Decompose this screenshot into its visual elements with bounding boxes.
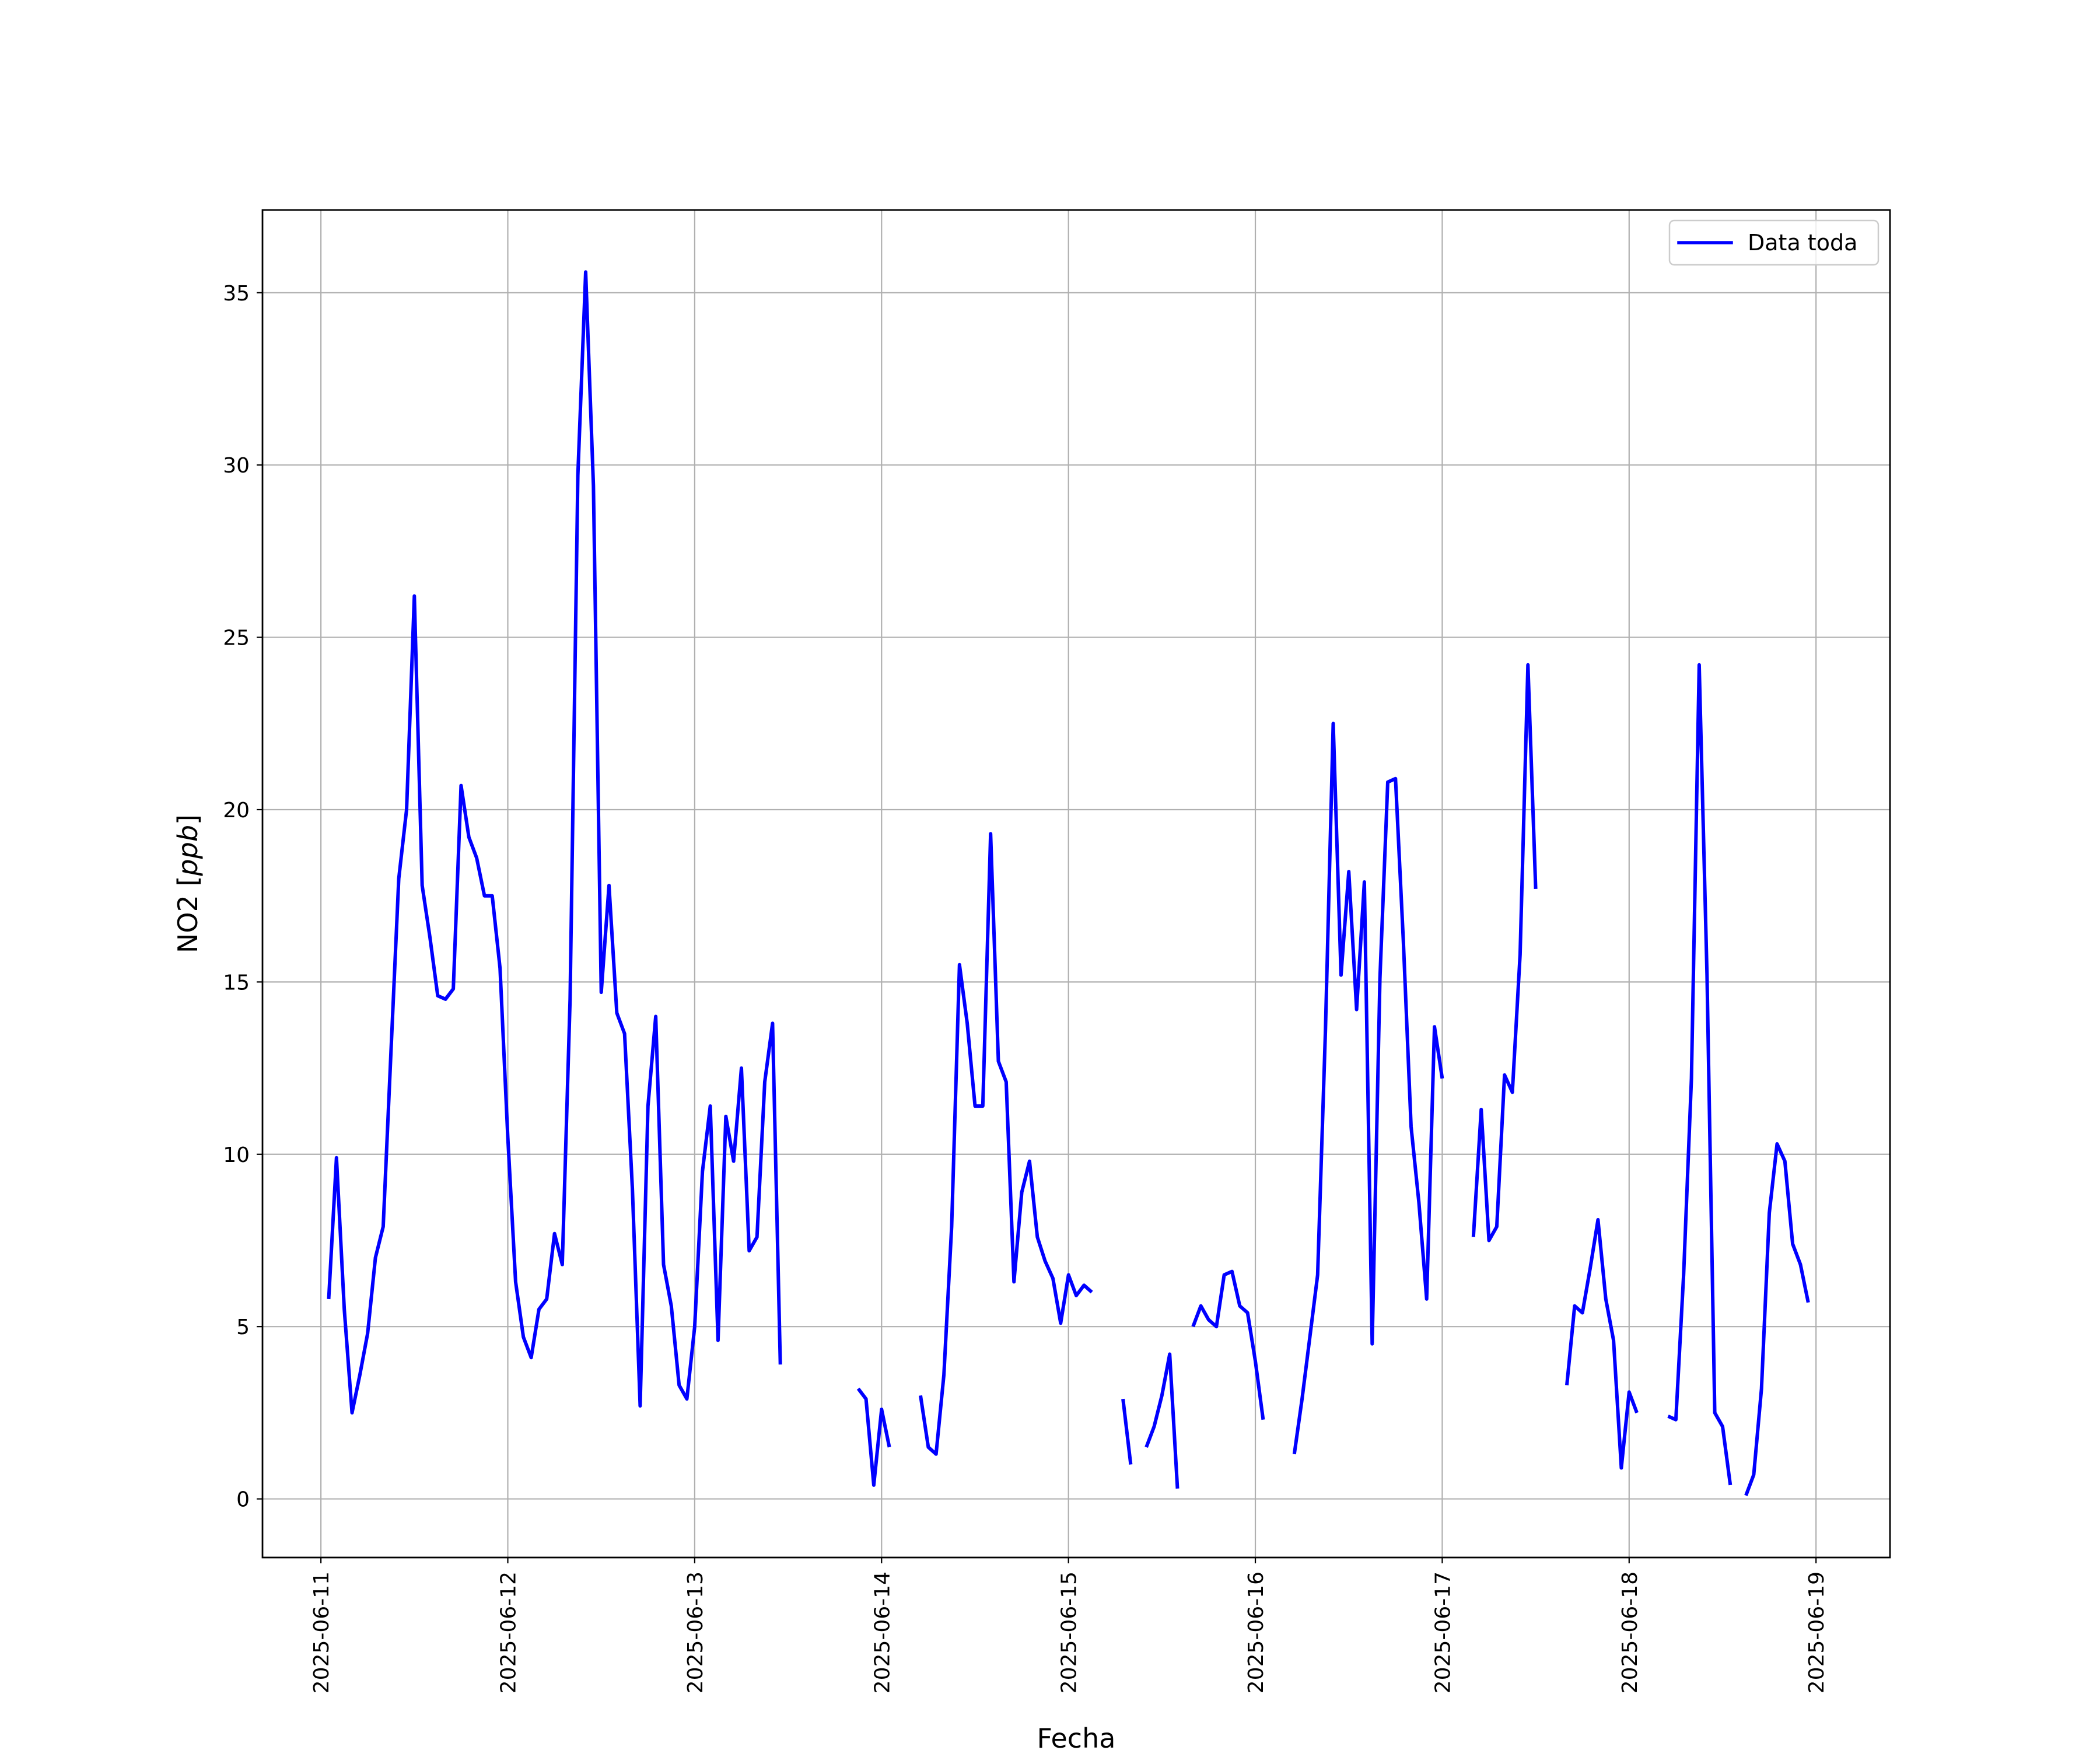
y-tick-label: 30	[223, 454, 250, 478]
series-line-segment	[1744, 1142, 1810, 1496]
plot-area-frame	[261, 209, 1891, 1559]
grid-lines	[262, 210, 1890, 1558]
x-tick-label: 2025-06-19	[1805, 1572, 1829, 1693]
series-line-segment	[856, 1387, 891, 1487]
series-line-segment	[1191, 1269, 1265, 1420]
y-axis-title-unit: ppb	[172, 825, 204, 877]
series-line-segment	[327, 270, 782, 1415]
x-tick-label: 2025-06-18	[1618, 1572, 1642, 1693]
y-tick-label: 20	[223, 799, 250, 822]
x-tick-label: 2025-06-17	[1431, 1572, 1455, 1693]
x-tick-label: 2025-06-12	[497, 1572, 521, 1693]
y-axis-title-bracket: ]	[172, 814, 204, 825]
series-line-segment	[919, 832, 1093, 1456]
series-line-segment	[1292, 722, 1444, 1455]
y-tick-label: 0	[236, 1488, 250, 1512]
series-line-segment	[1471, 663, 1538, 1242]
series-line-segment	[1565, 1218, 1639, 1470]
y-tick-label: 10	[223, 1143, 250, 1167]
x-tick-label: 2025-06-16	[1244, 1572, 1268, 1693]
x-tick-label: 2025-06-13	[684, 1572, 708, 1693]
y-tick-label: 35	[223, 282, 250, 306]
legend: Data toda	[1668, 219, 1880, 266]
y-tick-label: 15	[223, 971, 250, 995]
y-axis-title: NO2 [ppb]	[172, 814, 204, 953]
series-line-segment	[1667, 663, 1732, 1486]
series-line-segment	[1121, 1398, 1133, 1465]
axis-ticks	[257, 292, 1817, 1563]
legend-label-data-toda: Data toda	[1748, 230, 1857, 256]
x-tick-labels: 2025-06-11 2025-06-12 2025-06-13 2025-06-14…	[310, 1572, 1829, 1693]
y-tick-label: 25	[223, 626, 250, 650]
x-tick-label: 2025-06-14	[870, 1572, 894, 1693]
y-axis-title-text: NO2 [	[172, 876, 204, 953]
y-tick-labels: 0 5 10 15 20 25 30 35	[223, 282, 250, 1512]
series-line-segment	[1144, 1352, 1180, 1489]
x-tick-label: 2025-06-11	[310, 1572, 334, 1693]
x-tick-label: 2025-06-15	[1058, 1572, 1082, 1693]
series-lines	[327, 270, 1810, 1496]
x-axis-title: Fecha	[1037, 1723, 1116, 1750]
legend-box	[1668, 219, 1880, 266]
y-tick-label: 5	[236, 1315, 250, 1339]
